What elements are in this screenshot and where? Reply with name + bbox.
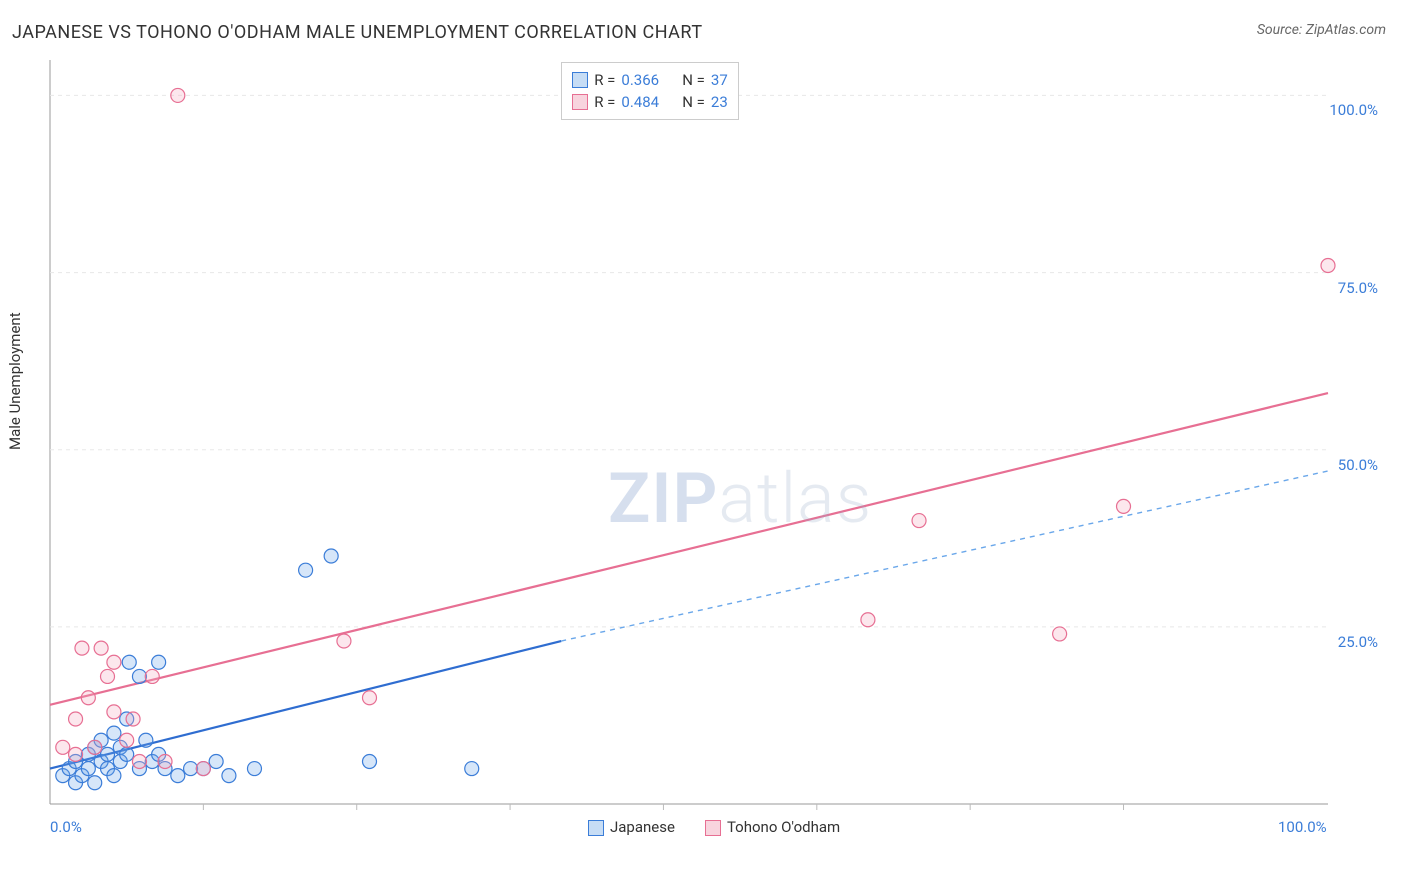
legend-label: Japanese	[610, 818, 675, 836]
y-axis-label: Male Unemployment	[6, 312, 24, 450]
y-tick-label: 75.0%	[1338, 279, 1378, 297]
scatter-plot: ZIPatlas R = 0.366 N = 37R = 0.484 N = 2…	[48, 58, 1388, 840]
legend-swatch	[572, 94, 588, 110]
x-tick-label: 100.0%	[1278, 818, 1327, 836]
legend-swatch	[572, 72, 588, 88]
legend-swatch	[705, 820, 721, 836]
legend-row: R = 0.366 N = 37	[572, 69, 728, 91]
legend-label: Tohono O'odham	[727, 818, 840, 836]
chart-svg	[48, 58, 1388, 840]
correlation-legend: R = 0.366 N = 37R = 0.484 N = 23	[561, 62, 739, 120]
legend-item: Japanese	[588, 818, 675, 836]
y-tick-label: 50.0%	[1338, 456, 1378, 474]
legend-item: Tohono O'odham	[705, 818, 840, 836]
series-legend: Japanese Tohono O'odham	[588, 818, 840, 836]
y-tick-label: 100.0%	[1329, 101, 1378, 119]
chart-title: JAPANESE VS TOHONO O'ODHAM MALE UNEMPLOY…	[12, 22, 703, 43]
legend-swatch	[588, 820, 604, 836]
source-attribution: Source: ZipAtlas.com	[1257, 22, 1386, 38]
x-tick-label: 0.0%	[50, 818, 82, 836]
y-tick-label: 25.0%	[1338, 633, 1378, 651]
legend-row: R = 0.484 N = 23	[572, 91, 728, 113]
